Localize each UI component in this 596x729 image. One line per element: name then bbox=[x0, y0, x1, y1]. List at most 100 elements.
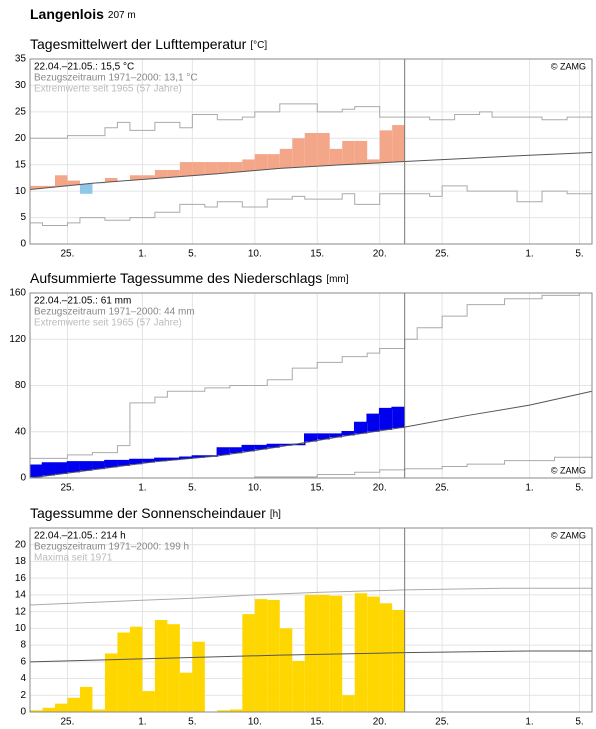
bar bbox=[392, 609, 405, 712]
plot-frame bbox=[29, 292, 593, 479]
copyright: © ZAMG bbox=[551, 530, 586, 540]
bar bbox=[342, 695, 355, 712]
x-tick-label: 15. bbox=[310, 249, 324, 260]
x-tick-label: 5. bbox=[188, 249, 196, 260]
anomaly-bar bbox=[329, 148, 343, 166]
info-line: Bezugszeitraum 1971–2000: 13,1 °C bbox=[34, 73, 198, 84]
y-tick-label: 0 bbox=[20, 473, 26, 484]
bar bbox=[79, 686, 93, 712]
x-tick-label: 25. bbox=[61, 483, 75, 494]
anomaly-bar bbox=[167, 170, 180, 178]
anomaly-bar bbox=[242, 159, 255, 172]
bar bbox=[229, 709, 243, 712]
info-line: 22.04.–21.05.: 61 mm bbox=[34, 296, 131, 307]
unit: [h] bbox=[270, 509, 281, 520]
y-tick-label: 120 bbox=[9, 334, 26, 345]
reference-line-mean bbox=[29, 390, 593, 479]
bar bbox=[117, 632, 130, 712]
difference-area bbox=[354, 422, 368, 434]
difference-area bbox=[129, 459, 143, 465]
difference-area bbox=[317, 434, 330, 440]
difference-area bbox=[254, 445, 268, 450]
difference-area bbox=[304, 434, 318, 442]
y-tick-label: 12 bbox=[15, 606, 27, 617]
y-tick-label: 2 bbox=[20, 690, 26, 701]
x-tick-label: 5. bbox=[575, 483, 583, 494]
bar bbox=[367, 596, 380, 712]
difference-area bbox=[329, 434, 343, 438]
x-tick-label: 10. bbox=[248, 249, 262, 260]
difference-area bbox=[167, 458, 180, 461]
reference-line-min bbox=[30, 185, 593, 226]
difference-area bbox=[154, 458, 168, 462]
x-tick-label: 20. bbox=[373, 249, 387, 260]
anomaly-bar bbox=[30, 185, 43, 189]
y-tick-label: 80 bbox=[15, 380, 27, 391]
anomaly-bar bbox=[129, 175, 143, 180]
bar bbox=[42, 707, 55, 712]
bar bbox=[192, 641, 205, 712]
info-line: 22.04.–21.05.: 214 h bbox=[34, 531, 126, 542]
difference-area bbox=[342, 431, 355, 436]
y-tick-label: 10 bbox=[15, 186, 27, 197]
x-tick-label: 20. bbox=[373, 483, 387, 494]
bar bbox=[129, 626, 143, 712]
chart-title: Tagessumme der Sonnenscheindauer [h] bbox=[30, 505, 281, 521]
copyright: © ZAMG bbox=[551, 61, 586, 71]
difference-area bbox=[367, 414, 380, 432]
plot-frame bbox=[29, 527, 593, 713]
difference-area bbox=[379, 408, 393, 430]
y-tick-label: 0 bbox=[20, 239, 26, 250]
plot-frame bbox=[29, 58, 593, 245]
x-tick-label: 5. bbox=[575, 249, 583, 260]
reference-line-mean bbox=[29, 650, 592, 663]
anomaly-bar bbox=[254, 154, 268, 170]
y-tick-label: 20 bbox=[15, 539, 27, 550]
x-tick-label: 25. bbox=[61, 249, 75, 260]
y-tick-label: 14 bbox=[15, 590, 27, 601]
title-text: Tagesmittelwert der Lufttemperatur bbox=[30, 36, 247, 52]
chart-title: Aufsummierte Tagessumme des Niederschlag… bbox=[30, 270, 349, 286]
x-tick-label: 10. bbox=[248, 717, 262, 728]
x-tick-label: 15. bbox=[310, 717, 324, 728]
difference-area bbox=[192, 456, 205, 458]
station: Langenlois bbox=[30, 6, 104, 22]
bar bbox=[267, 599, 280, 712]
anomaly-bar bbox=[204, 162, 218, 175]
bar bbox=[317, 594, 330, 712]
y-tick-label: 6 bbox=[20, 656, 26, 667]
difference-area bbox=[229, 447, 243, 454]
anomaly-bar bbox=[317, 133, 330, 166]
copyright: © ZAMG bbox=[551, 465, 586, 475]
anomaly-bar bbox=[142, 175, 155, 179]
altitude: 207 m bbox=[108, 10, 136, 21]
anomaly-bar bbox=[179, 162, 193, 177]
bar bbox=[354, 593, 368, 712]
reference-line-max bbox=[30, 103, 592, 139]
y-tick-label: 160 bbox=[9, 288, 26, 299]
title-text: Aufsummierte Tagessumme des Niederschlag… bbox=[30, 270, 322, 286]
y-tick-label: 5 bbox=[20, 212, 26, 223]
y-tick-label: 18 bbox=[15, 556, 27, 567]
info-line: Bezugszeitraum 1971–2000: 199 h bbox=[34, 542, 189, 553]
x-tick-label: 25. bbox=[61, 717, 75, 728]
difference-area bbox=[117, 460, 130, 466]
difference-area bbox=[92, 461, 105, 470]
anomaly-bar bbox=[54, 175, 68, 187]
bar bbox=[379, 603, 393, 712]
bar bbox=[242, 614, 255, 712]
difference-area bbox=[242, 445, 255, 452]
difference-area bbox=[42, 462, 55, 476]
y-tick-label: 20 bbox=[15, 133, 27, 144]
x-tick-label: 5. bbox=[575, 717, 583, 728]
difference-area bbox=[392, 407, 405, 429]
difference-area bbox=[217, 447, 230, 456]
bar bbox=[30, 710, 43, 712]
anomaly-bar bbox=[42, 185, 55, 188]
reference-line-max bbox=[29, 587, 592, 606]
anomaly-bar bbox=[304, 133, 318, 167]
x-tick-label: 25. bbox=[435, 483, 449, 494]
y-tick-label: 16 bbox=[15, 573, 27, 584]
anomaly-bar bbox=[229, 162, 243, 173]
